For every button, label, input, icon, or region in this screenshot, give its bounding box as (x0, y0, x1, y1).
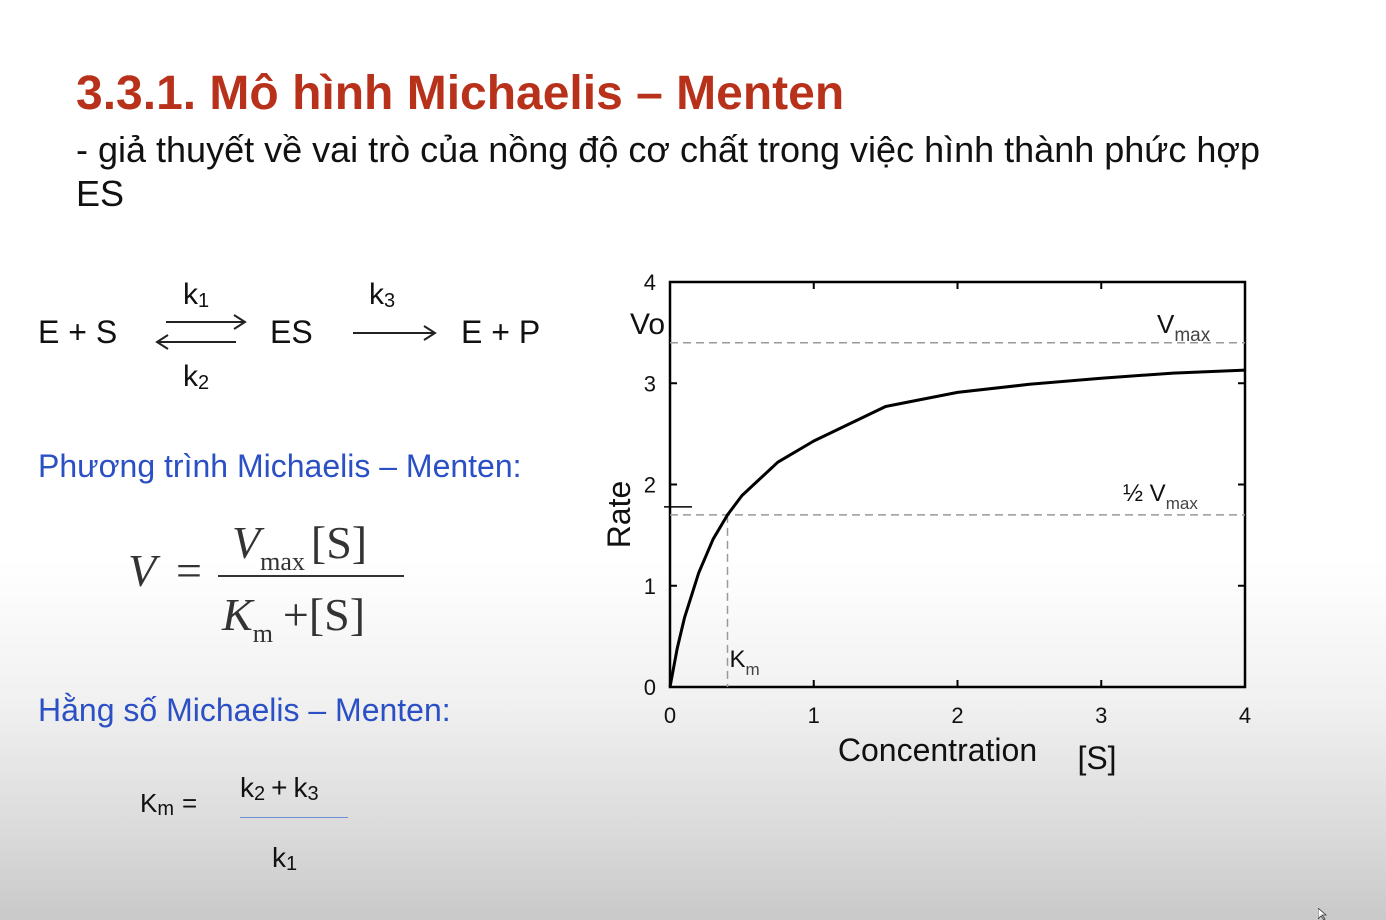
km-denominator: k1 (272, 842, 298, 875)
km-fraction-bar (240, 817, 348, 818)
slide-title: 3.3.1. Mô hình Michaelis – Menten (76, 67, 845, 120)
forward-arrow-icon (353, 325, 437, 341)
chart-svg: 0 1 2 3 4 0 1 2 3 4 Vmax ½ Vmax Km Vo Rate Concentratio… (601, 270, 1251, 776)
x-axis-label: Concentration (838, 732, 1037, 768)
x-axis-unit-label: [S] (1077, 740, 1116, 776)
k1-label: k1 (183, 278, 210, 312)
km-numerator: k2 + k3 (240, 772, 319, 805)
equation-equals: = (176, 545, 202, 596)
equation-fraction-bar (218, 575, 404, 577)
y-tick-label: 2 (644, 473, 656, 498)
equation-denominator: Km +[S] (222, 589, 366, 648)
products: E + P (461, 314, 541, 350)
y-axis-label: Rate (601, 481, 637, 549)
y-axis-top-label: Vo (630, 308, 665, 341)
mm-rate-chart: 0 1 2 3 4 0 1 2 3 4 Vmax ½ Vmax Km Vo Rate Concentratio… (590, 262, 1290, 782)
y-tick-label: 1 (644, 574, 656, 599)
constant-heading: Hằng số Michaelis – Menten: (38, 692, 451, 728)
km-lhs: Km = (140, 788, 198, 820)
reactants: E + S (38, 314, 118, 350)
x-tick-label: 4 (1239, 703, 1251, 728)
x-tick-label: 2 (951, 703, 963, 728)
k3-label: k3 (369, 278, 396, 312)
half-vmax-label: ½ Vmax (1123, 480, 1198, 513)
k2-label: k2 (183, 360, 210, 394)
es-complex: ES (270, 314, 313, 350)
km-label: Km (730, 646, 760, 679)
x-tick-label: 3 (1095, 703, 1107, 728)
rate-curve (668, 368, 1246, 688)
equation-lhs: V (128, 545, 157, 596)
equation-numerator: Vmax [S] (232, 517, 368, 576)
y-tick-label: 4 (644, 270, 656, 295)
equation-heading: Phương trình Michaelis – Menten: (38, 448, 522, 484)
y-tick-label: 0 (644, 675, 656, 700)
y-tick-label: 3 (644, 371, 656, 396)
x-tick-label: 0 (664, 703, 676, 728)
x-tick-label: 1 (808, 703, 820, 728)
vmax-label: Vmax (1157, 309, 1211, 346)
equilibrium-arrows-icon (155, 314, 247, 350)
slide-subtitle: - giả thuyết về vai trò của nồng độ cơ c… (76, 129, 1261, 214)
mouse-cursor-icon (1318, 908, 1328, 920)
